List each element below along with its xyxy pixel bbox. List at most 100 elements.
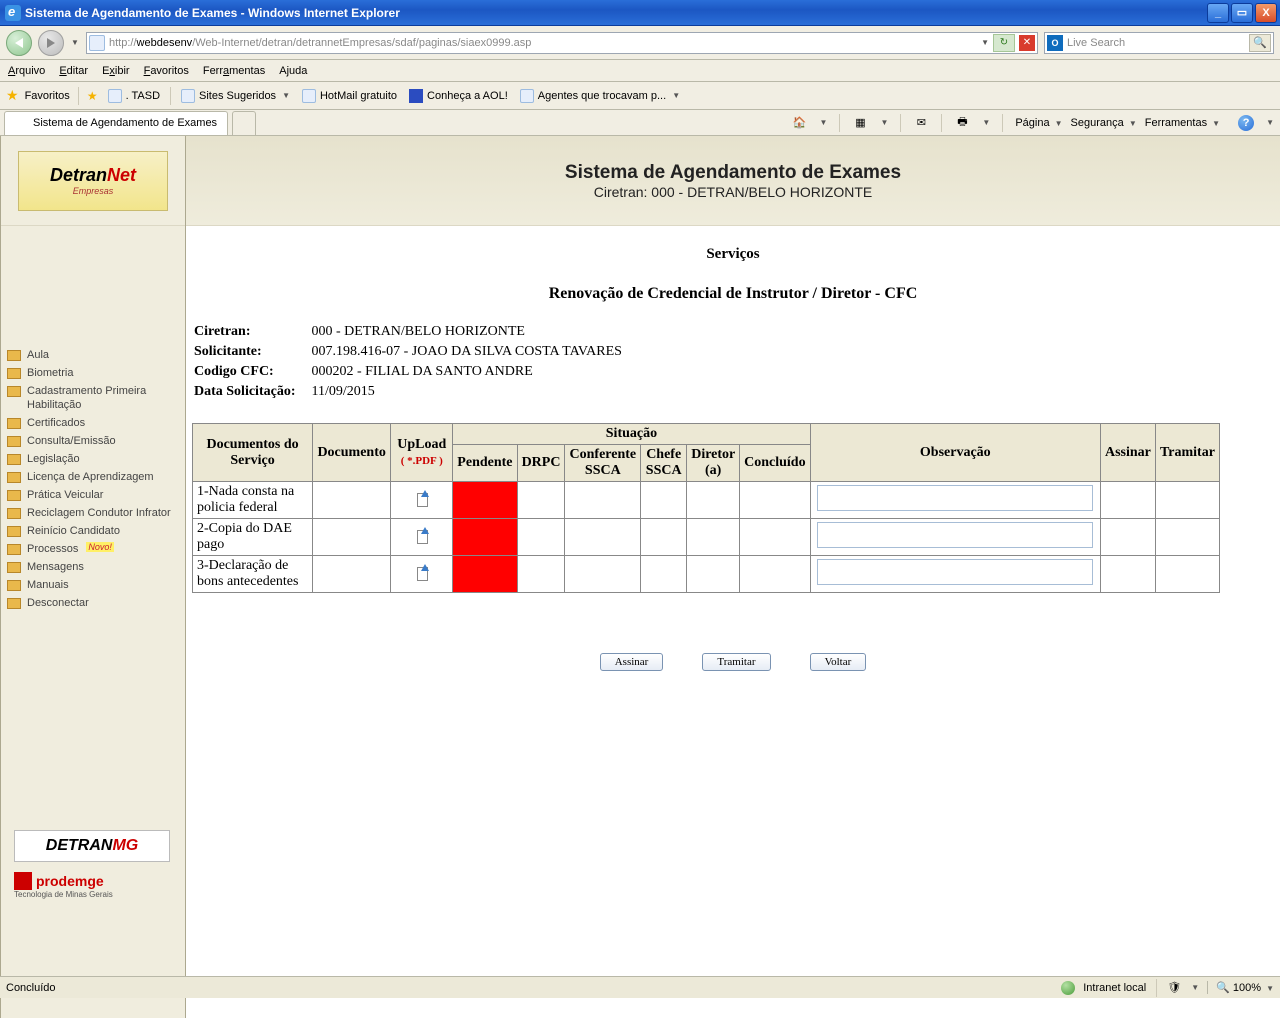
window-minimize-button[interactable]: _ bbox=[1207, 3, 1229, 23]
sidebar-item[interactable]: Cadastramento Primeira Habilitação bbox=[7, 382, 179, 414]
menu-editar[interactable]: Editar bbox=[59, 65, 88, 77]
link-icon bbox=[181, 89, 195, 103]
sidebar-item[interactable]: ProcessosNovo! bbox=[7, 540, 179, 558]
brand-logo: DetranNet Empresas bbox=[1, 136, 185, 226]
back-button[interactable] bbox=[6, 30, 32, 56]
search-button[interactable]: 🔍 bbox=[1249, 34, 1271, 52]
fav-link[interactable]: . TASD bbox=[104, 89, 164, 103]
heading-servicos: Serviços bbox=[192, 246, 1274, 263]
url-text: http://webdesenv/Web-Internet/detran/det… bbox=[109, 37, 981, 49]
folder-icon bbox=[7, 544, 21, 555]
window-maximize-button[interactable]: ▭ bbox=[1231, 3, 1253, 23]
col-docs: Documentos do Serviço bbox=[193, 424, 313, 482]
sidebar-item[interactable]: Licença de Aprendizagem bbox=[7, 468, 179, 486]
link-icon bbox=[302, 89, 316, 103]
tool-página[interactable]: Página ▼ bbox=[1015, 117, 1062, 129]
link-icon bbox=[108, 89, 122, 103]
sidebar-item[interactable]: Mensagens bbox=[7, 558, 179, 576]
folder-icon bbox=[7, 472, 21, 483]
zoom-level[interactable]: 🔍 100% ▼ bbox=[1207, 981, 1274, 994]
col-obs: Observação bbox=[810, 424, 1100, 482]
upload-icon[interactable] bbox=[415, 564, 429, 580]
status-bar: Concluído Intranet local 🛡▼ 🔍 100% ▼ bbox=[0, 976, 1280, 998]
add-favorite-icon[interactable]: ★ bbox=[87, 89, 98, 103]
window-close-button[interactable]: X bbox=[1255, 3, 1277, 23]
prodemge-logo: prodemge bbox=[14, 872, 170, 890]
mail-icon[interactable]: ✉ bbox=[913, 115, 929, 131]
address-bar[interactable]: http://webdesenv/Web-Internet/detran/det… bbox=[86, 32, 1038, 54]
status-zone: Intranet local bbox=[1083, 982, 1146, 994]
sidebar-item[interactable]: Prática Veicular bbox=[7, 486, 179, 504]
protected-mode-icon[interactable]: 🛡 bbox=[1167, 981, 1181, 994]
folder-icon bbox=[7, 386, 21, 397]
sidebar-item[interactable]: Biometria bbox=[7, 364, 179, 382]
menu-exibir[interactable]: Exibir bbox=[102, 65, 130, 77]
link-icon bbox=[409, 89, 423, 103]
sidebar-item[interactable]: Reciclagem Condutor Infrator bbox=[7, 504, 179, 522]
fav-link[interactable]: Sites Sugeridos▼ bbox=[177, 89, 294, 103]
tramitar-button[interactable]: Tramitar bbox=[702, 653, 770, 671]
assinar-button[interactable]: Assinar bbox=[600, 653, 664, 671]
status-pendente bbox=[453, 519, 517, 556]
col-situacao: Situação bbox=[453, 424, 810, 445]
favorites-label[interactable]: Favoritos bbox=[25, 90, 70, 102]
folder-icon bbox=[7, 508, 21, 519]
menu-ajuda[interactable]: Ajuda bbox=[279, 65, 307, 77]
zone-icon bbox=[1061, 981, 1075, 995]
table-row: 2-Copia do DAE pago bbox=[193, 519, 1220, 556]
tab-title: Sistema de Agendamento de Exames bbox=[33, 117, 217, 129]
observacao-input[interactable] bbox=[817, 559, 1093, 585]
action-button-row: Assinar Tramitar Voltar bbox=[192, 653, 1274, 671]
meta-table: Ciretran:000 - DETRAN/BELO HORIZONTE Sol… bbox=[192, 321, 624, 403]
folder-icon bbox=[7, 580, 21, 591]
new-tab-button[interactable] bbox=[232, 111, 256, 135]
print-icon[interactable]: 🖶 bbox=[954, 115, 970, 131]
refresh-button[interactable]: ↻ bbox=[993, 34, 1015, 52]
sidebar-item[interactable]: Consulta/Emissão bbox=[7, 432, 179, 450]
col-assinar: Assinar bbox=[1100, 424, 1155, 482]
menu-arquivo[interactable]: Arquivo bbox=[8, 65, 45, 77]
link-icon bbox=[520, 89, 534, 103]
nav-history-dropdown[interactable]: ▼ bbox=[70, 38, 80, 47]
favorites-star-icon[interactable]: ★ bbox=[6, 87, 19, 104]
browser-menubar: Arquivo Editar Exibir Favoritos Ferramentas A… bbox=[0, 60, 1280, 82]
browser-nav-toolbar: ▼ http://webdesenv/Web-Internet/detran/d… bbox=[0, 26, 1280, 60]
sidebar-item[interactable]: Manuais bbox=[7, 576, 179, 594]
status-text: Concluído bbox=[6, 982, 56, 994]
observacao-input[interactable] bbox=[817, 522, 1093, 548]
folder-icon bbox=[7, 418, 21, 429]
sidebar-item[interactable]: Certificados bbox=[7, 414, 179, 432]
stop-button[interactable]: ✕ bbox=[1019, 35, 1035, 51]
forward-button[interactable] bbox=[38, 30, 64, 56]
help-icon[interactable]: ? bbox=[1238, 115, 1254, 131]
folder-icon bbox=[7, 562, 21, 573]
col-upload: UpLoad( *.PDF ) bbox=[391, 424, 453, 482]
search-provider-icon: O bbox=[1047, 35, 1063, 51]
fav-link[interactable]: Agentes que trocavam p...▼ bbox=[516, 89, 684, 103]
observacao-input[interactable] bbox=[817, 485, 1093, 511]
heading-subtitle: Renovação de Credencial de Instrutor / D… bbox=[192, 285, 1274, 303]
col-tramitar: Tramitar bbox=[1155, 424, 1219, 482]
sidebar-item[interactable]: Legislação bbox=[7, 450, 179, 468]
tab-bar: Sistema de Agendamento de Exames 🏠▼ ▦▼ ✉… bbox=[0, 110, 1280, 136]
tool-ferramentas[interactable]: Ferramentas ▼ bbox=[1145, 117, 1220, 129]
home-icon[interactable]: 🏠 bbox=[792, 115, 808, 131]
table-row: 3-Declaração de bons antecedentes bbox=[193, 556, 1220, 593]
menu-ferramentas[interactable]: Ferramentas bbox=[203, 65, 265, 77]
voltar-button[interactable]: Voltar bbox=[810, 653, 867, 671]
ie-icon bbox=[5, 5, 21, 21]
upload-icon[interactable] bbox=[415, 527, 429, 543]
tool-segurança[interactable]: Segurança ▼ bbox=[1071, 117, 1137, 129]
upload-icon[interactable] bbox=[415, 490, 429, 506]
sidebar-item[interactable]: Desconectar bbox=[7, 594, 179, 612]
fav-link[interactable]: HotMail gratuito bbox=[298, 89, 401, 103]
sidebar-item[interactable]: Aula bbox=[7, 346, 179, 364]
sidebar-item[interactable]: Reinício Candidato bbox=[7, 522, 179, 540]
tab-favicon bbox=[15, 116, 29, 130]
search-bar[interactable]: O Live Search 🔍 bbox=[1044, 32, 1274, 54]
fav-link[interactable]: Conheça a AOL! bbox=[405, 89, 512, 103]
feeds-icon[interactable]: ▦ bbox=[852, 115, 868, 131]
menu-favoritos[interactable]: Favoritos bbox=[144, 65, 189, 77]
tab-current[interactable]: Sistema de Agendamento de Exames bbox=[4, 111, 228, 135]
page-icon bbox=[89, 35, 105, 51]
